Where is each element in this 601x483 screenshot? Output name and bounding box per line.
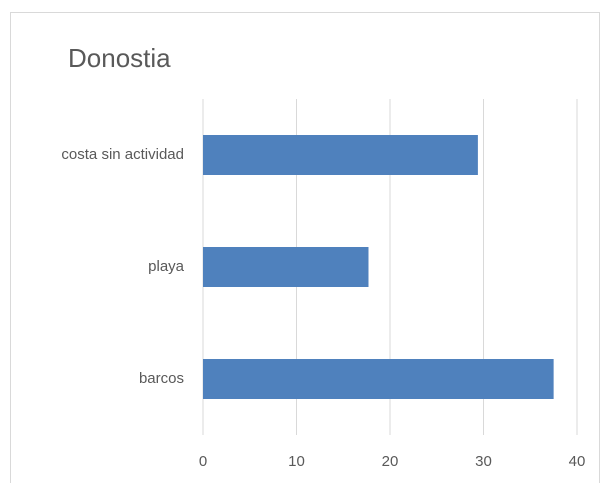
x-tick-label: 40	[569, 453, 586, 470]
bar	[203, 247, 369, 287]
x-tick-label: 30	[475, 453, 492, 470]
y-tick-label: barcos	[139, 370, 184, 387]
bar	[203, 359, 554, 399]
x-tick-label: 10	[288, 453, 305, 470]
x-tick-label: 0	[199, 453, 207, 470]
bar	[203, 135, 478, 175]
x-tick-label: 20	[382, 453, 399, 470]
chart-title: Donostia	[68, 43, 171, 73]
y-tick-label: playa	[148, 258, 185, 275]
y-tick-label: costa sin actividad	[61, 146, 184, 163]
